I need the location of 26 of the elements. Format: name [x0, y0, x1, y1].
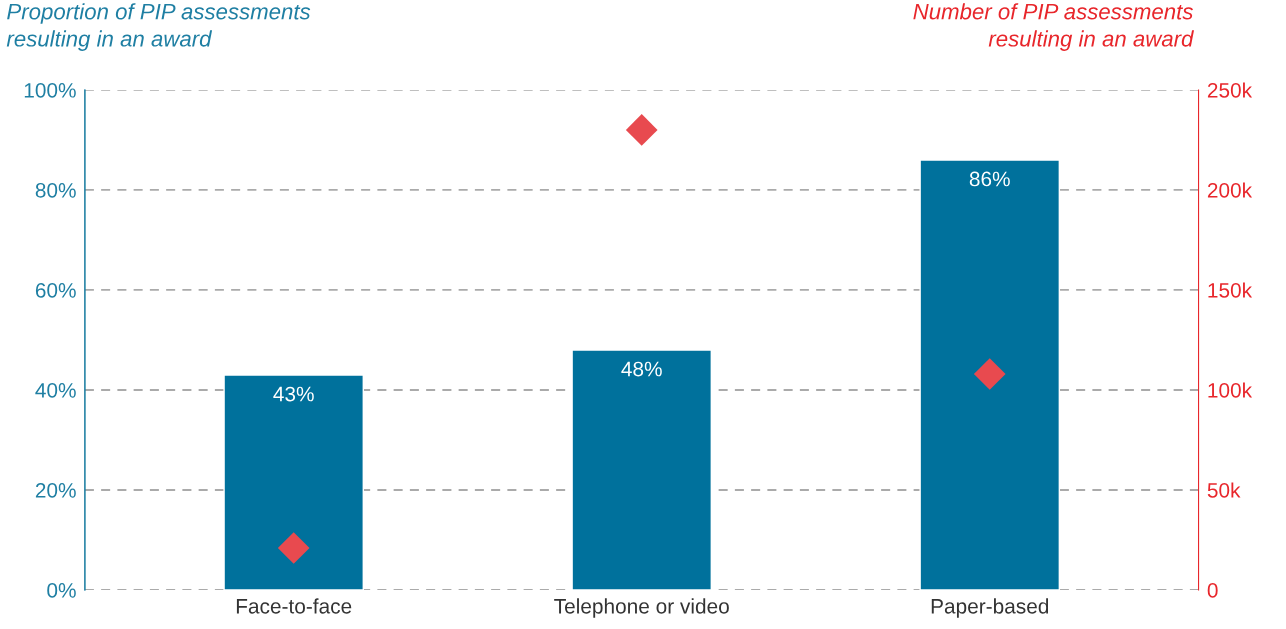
y-tick-label: 40%: [35, 382, 76, 398]
bar: [571, 349, 713, 590]
y2-tick-label: 150k: [1208, 282, 1253, 298]
x-tick-label: Paper-based: [931, 598, 1049, 618]
y-tick-label: 0%: [47, 583, 76, 598]
bar: [223, 374, 364, 590]
y-tick-label: 20%: [35, 482, 76, 498]
data-label: 86%: [969, 171, 1010, 187]
x-tick-label: Face-to-face: [236, 598, 352, 614]
point: [625, 114, 658, 146]
x-tick-label: Telephone or video: [554, 598, 729, 618]
bar: [919, 159, 1061, 590]
y-tick-label: 60%: [35, 282, 76, 298]
y2-tick-label: 50k: [1207, 482, 1241, 498]
y2-tick-label: 100k: [1208, 382, 1253, 398]
y2-tick-label: 0: [1207, 583, 1218, 598]
y-tick-label: 80%: [35, 182, 76, 198]
data-label: 43%: [273, 386, 314, 402]
point: [277, 532, 310, 564]
y2-tick-label: 200k: [1207, 182, 1253, 198]
point: [973, 358, 1006, 390]
y2-tick-label: 250k: [1207, 82, 1253, 98]
y2-axis-title: Number of PIP assessments resulting in an award: [913, 3, 1195, 52]
y-axis-title: Proportion of PIP assessments resulting in an award: [6, 3, 311, 52]
data-label: 48%: [621, 361, 662, 377]
y-tick-label: 100%: [24, 82, 76, 98]
